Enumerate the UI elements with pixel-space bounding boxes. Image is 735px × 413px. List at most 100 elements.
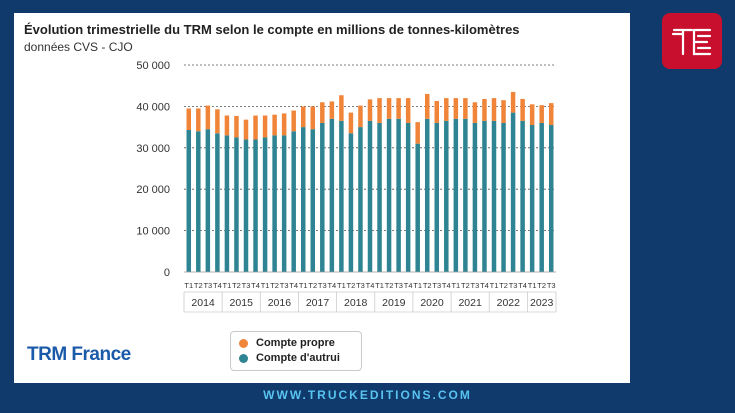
bar-autrui	[291, 131, 296, 272]
x-tick-label-quarter: T3	[471, 281, 480, 290]
bar-autrui	[281, 135, 287, 272]
legend-item-autrui[interactable]: Compte d'autrui	[239, 352, 340, 364]
bar-autrui	[520, 120, 525, 272]
x-tick-label-quarter: T3	[242, 281, 251, 290]
x-tick-label-year: 2014	[191, 297, 215, 309]
bar-propre	[501, 100, 506, 123]
bar-propre	[444, 98, 449, 121]
x-tick-label-year: 2023	[530, 297, 554, 309]
x-tick-label-quarter: T4	[213, 281, 222, 290]
x-tick-label-quarter: T2	[232, 281, 241, 290]
x-tick-label-quarter: T3	[432, 281, 441, 290]
x-tick-label-quarter: T1	[223, 281, 232, 290]
x-tick-label-quarter: T4	[327, 281, 336, 290]
bar-autrui	[529, 125, 535, 272]
bar-autrui	[539, 122, 544, 273]
x-tick-label-year: 2019	[382, 297, 406, 309]
bar-autrui	[234, 137, 239, 272]
x-tick-label-quarter: T1	[451, 281, 460, 290]
x-tick-label-quarter: T4	[518, 281, 527, 290]
bar-propre	[548, 103, 554, 126]
brand-name: TRM France	[27, 344, 131, 365]
bar-autrui	[339, 120, 344, 272]
bar-propre	[405, 98, 411, 123]
bar-autrui	[453, 118, 459, 272]
bar-propre	[281, 113, 287, 136]
x-tick-label-quarter: T4	[480, 281, 489, 290]
x-tick-label-quarter: T1	[184, 281, 193, 290]
bar-propre	[348, 112, 354, 134]
y-tick-label: 50 000	[136, 60, 170, 72]
bar-propre	[300, 106, 306, 128]
footer-website[interactable]: WWW.TRUCKEDITIONS.COM	[263, 388, 472, 402]
bar-propre	[205, 105, 211, 130]
bar-autrui	[367, 120, 373, 272]
x-tick-label-quarter: T4	[442, 281, 451, 290]
x-tick-label-quarter: T3	[318, 281, 327, 290]
chart-panel: Évolution trimestrielle du TRM selon le …	[14, 13, 630, 383]
x-tick-label-quarter: T1	[528, 281, 537, 290]
bar-propre	[396, 98, 401, 119]
bar-propre	[339, 95, 344, 121]
bar-propre	[310, 106, 316, 130]
x-tick-label-quarter: T2	[423, 281, 432, 290]
bar-propre	[215, 109, 220, 134]
bar-autrui	[215, 133, 220, 272]
bar-autrui	[548, 125, 554, 272]
bar-autrui	[205, 129, 211, 272]
legend-label-propre: Compte propre	[256, 337, 335, 349]
bar-propre	[453, 98, 459, 119]
bar-autrui	[386, 118, 392, 272]
x-tick-label-quarter: T1	[261, 281, 270, 290]
x-tick-label-quarter: T2	[270, 281, 279, 290]
bar-propre	[367, 99, 373, 121]
x-tick-label-quarter: T3	[280, 281, 289, 290]
te-logo-glyph	[671, 28, 712, 56]
bar-autrui	[262, 137, 268, 272]
x-tick-label-year: 2016	[268, 297, 292, 309]
bar-autrui	[224, 135, 230, 272]
bar-propre	[510, 91, 516, 113]
bar-autrui	[472, 122, 478, 273]
bar-propre	[224, 115, 230, 136]
x-tick-label-year: 2015	[230, 297, 254, 309]
bar-autrui	[415, 143, 420, 272]
bar-autrui	[501, 122, 506, 273]
x-tick-label-quarter: T3	[547, 281, 556, 290]
x-tick-label-quarter: T3	[394, 281, 403, 290]
x-tick-label-quarter: T2	[347, 281, 356, 290]
bar-propre	[196, 108, 201, 132]
y-tick-label: 10 000	[136, 226, 170, 238]
chart-legend[interactable]: Compte propre Compte d'autrui	[230, 331, 362, 371]
legend-item-propre[interactable]: Compte propre	[239, 337, 335, 349]
x-tick-label-quarter: T4	[289, 281, 298, 290]
x-tick-label-quarter: T1	[337, 281, 346, 290]
bar-propre	[358, 105, 363, 128]
x-tick-label-quarter: T4	[404, 281, 413, 290]
bar-propre	[386, 98, 392, 119]
x-tick-label-quarter: T2	[194, 281, 203, 290]
bar-autrui	[444, 120, 449, 272]
bar-autrui	[434, 122, 440, 273]
bar-propre	[377, 98, 382, 123]
bar-propre	[272, 114, 277, 136]
bar-propre	[520, 98, 525, 121]
bar-autrui	[424, 118, 430, 272]
bar-autrui	[243, 139, 249, 272]
bar-autrui	[300, 127, 306, 272]
bar-propre	[434, 101, 440, 123]
bar-autrui	[396, 118, 401, 272]
bar-autrui	[463, 118, 468, 272]
x-tick-label-quarter: T2	[385, 281, 394, 290]
x-tick-label-quarter: T2	[461, 281, 470, 290]
legend-dot-propre	[239, 338, 248, 348]
bar-propre	[234, 115, 239, 138]
bar-propre	[539, 105, 544, 123]
bar-propre	[243, 119, 249, 140]
x-tick-label-quarter: T2	[537, 281, 546, 290]
y-tick-label: 30 000	[136, 143, 170, 155]
x-tick-label-quarter: T3	[509, 281, 518, 290]
bar-propre	[186, 108, 192, 130]
bar-propre	[415, 122, 420, 144]
bar-autrui	[377, 122, 382, 273]
